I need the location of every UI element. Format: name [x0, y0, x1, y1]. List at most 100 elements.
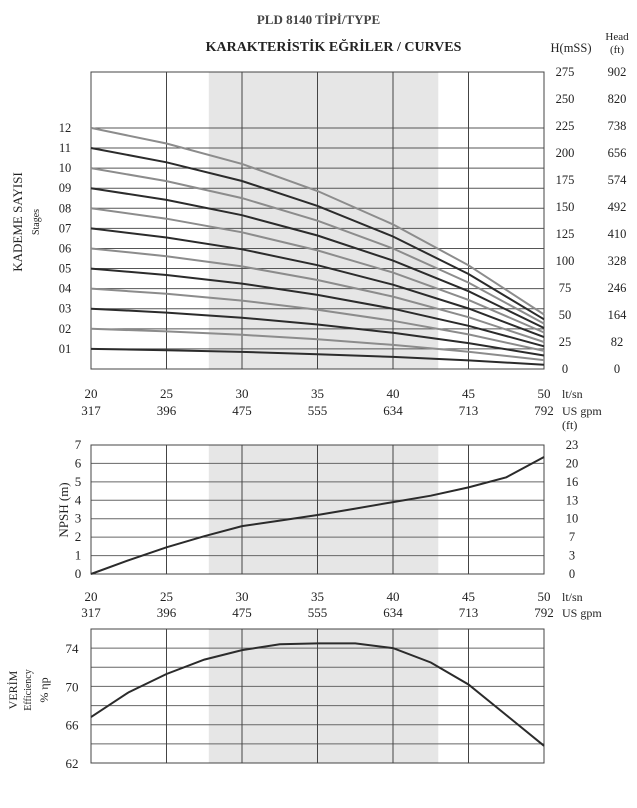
- stage-label-06: 06: [59, 241, 72, 255]
- npsh-xaxis-lt-tick: 50: [538, 589, 551, 604]
- head-curve-stage-12: [90, 126, 545, 316]
- head-xaxis-lt-tick: 25: [160, 386, 173, 401]
- stage-label-10: 10: [59, 161, 72, 175]
- npsh-left-tick: 7: [75, 437, 82, 452]
- head-curve-stage-11: [90, 147, 545, 321]
- efficiency-tick: 70: [66, 679, 79, 694]
- head-m-tick: 100: [556, 254, 575, 268]
- npsh-xaxis-gpm-tick: 792: [534, 605, 554, 620]
- head-xaxis-unit-gpm: US gpm: [562, 404, 602, 418]
- head-m-tick: 275: [556, 65, 575, 79]
- head-xaxis-gpm-tick: 317: [81, 403, 101, 418]
- npsh-ft-tick: 20: [566, 456, 579, 470]
- head-ft-tick: 0: [614, 362, 620, 376]
- head-curve-stage-04: [90, 287, 545, 352]
- head-unit-ft-2: (ft): [610, 44, 624, 56]
- head-unit-m: H(mSS): [551, 41, 592, 55]
- npsh-xaxis-lt-tick: 25: [160, 589, 173, 604]
- head-m-tick: 0: [562, 362, 568, 376]
- npsh-left-tick: 5: [75, 474, 82, 489]
- head-m-tick: 175: [556, 173, 575, 187]
- npsh-shaded-band: [208, 445, 439, 574]
- npsh-xaxis-gpm-tick: 317: [81, 605, 101, 620]
- npsh-ft-tick: 10: [566, 512, 579, 526]
- head-unit-ft-1: Head: [605, 31, 629, 43]
- stage-label-12: 12: [59, 121, 72, 135]
- head-curve-stage-01: [90, 347, 545, 366]
- chart-subtitle: KARAKTERİSTİK EĞRİLER / CURVES: [205, 40, 462, 55]
- npsh-ft-tick: 23: [566, 438, 579, 452]
- head-xaxis-lt-tick: 20: [85, 386, 98, 401]
- head-m-tick: 125: [556, 227, 575, 241]
- head-xaxis-lt-tick: 35: [311, 386, 324, 401]
- head-m-tick: 50: [559, 308, 572, 322]
- chart-title: PLD 8140 TİPİ/TYPE: [256, 12, 381, 27]
- stage-label-03: 03: [59, 302, 72, 316]
- efficiency-tick: 66: [66, 718, 80, 733]
- head-plot-frame: [90, 71, 545, 370]
- stage-label-02: 02: [59, 322, 72, 336]
- npsh-xaxis-gpm-tick: 713: [459, 605, 479, 620]
- npsh-ft-tick: 3: [569, 549, 575, 563]
- head-ylabel-sub: Stages: [31, 209, 42, 235]
- npsh-xaxis-lt-tick: 30: [236, 589, 249, 604]
- head-m-tick: 225: [556, 119, 575, 133]
- head-xaxis-gpm-tick: 475: [232, 403, 252, 418]
- npsh-left-tick: 4: [75, 492, 82, 507]
- head-ft-tick: 574: [608, 173, 628, 187]
- head-ft-tick: 820: [608, 92, 627, 106]
- npsh-xaxis-lt-tick: 45: [462, 589, 475, 604]
- head-m-tick: 25: [559, 335, 572, 349]
- npsh-unit-ft: (ft): [562, 418, 577, 432]
- npsh-plot-frame: [90, 444, 545, 575]
- head-ft-tick: 164: [608, 308, 628, 322]
- head-ylabel: KADEME SAYISI: [10, 172, 25, 272]
- efficiency-tick: 62: [66, 756, 79, 771]
- npsh-xaxis-lt-tick: 35: [311, 589, 324, 604]
- npsh-xaxis-gpm-tick: 396: [157, 605, 177, 620]
- stage-label-04: 04: [59, 282, 72, 296]
- npsh-xaxis-lt-tick: 40: [387, 589, 400, 604]
- efficiency-ylabel-sub: Efficiency: [23, 669, 34, 710]
- efficiency-curve: [90, 642, 545, 747]
- stage-label-11: 11: [59, 141, 71, 155]
- head-m-tick: 250: [556, 92, 575, 106]
- npsh-xaxis-gpm-tick: 475: [232, 605, 252, 620]
- head-xaxis-gpm-tick: 396: [157, 403, 177, 418]
- stage-label-01: 01: [59, 342, 72, 356]
- head-xaxis-unit-lt: lt/sn: [562, 387, 583, 401]
- efficiency-plot-frame: [90, 628, 545, 764]
- head-m-tick: 150: [556, 200, 575, 214]
- npsh-ft-tick: 13: [566, 493, 579, 507]
- head-xaxis-gpm-tick: 792: [534, 403, 554, 418]
- npsh-xaxis-gpm-tick: 634: [383, 605, 403, 620]
- npsh-xaxis-unit-gpm: US gpm: [562, 606, 602, 620]
- head-curve-stage-09: [90, 187, 545, 329]
- head-curve-stage-05: [90, 267, 545, 348]
- head-m-tick: 200: [556, 146, 575, 160]
- efficiency-tick: 74: [66, 641, 80, 656]
- stage-label-08: 08: [59, 201, 72, 215]
- head-xaxis-lt-tick: 50: [538, 386, 551, 401]
- head-curve-stage-06: [90, 247, 545, 343]
- stage-label-07: 07: [59, 221, 72, 235]
- head-ft-tick: 738: [608, 119, 627, 133]
- head-ft-tick: 82: [611, 335, 624, 349]
- head-xaxis-lt-tick: 45: [462, 386, 475, 401]
- npsh-curve: [90, 456, 545, 575]
- head-xaxis-lt-tick: 40: [387, 386, 400, 401]
- head-xaxis-lt-tick: 30: [236, 386, 249, 401]
- head-shaded-band: [208, 72, 439, 369]
- head-xaxis-gpm-tick: 713: [459, 403, 479, 418]
- head-curve-stage-08: [90, 207, 545, 334]
- npsh-ylabel: NPSH (m): [56, 482, 71, 537]
- head-m-tick: 75: [559, 281, 572, 295]
- head-ft-tick: 328: [608, 254, 627, 268]
- npsh-left-tick: 2: [75, 529, 82, 544]
- head-curve-stage-07: [90, 227, 545, 339]
- npsh-xaxis-unit-lt: lt/sn: [562, 590, 583, 604]
- head-xaxis-gpm-tick: 634: [383, 403, 403, 418]
- head-curve-stage-03: [90, 307, 545, 357]
- npsh-ft-tick: 0: [569, 567, 575, 581]
